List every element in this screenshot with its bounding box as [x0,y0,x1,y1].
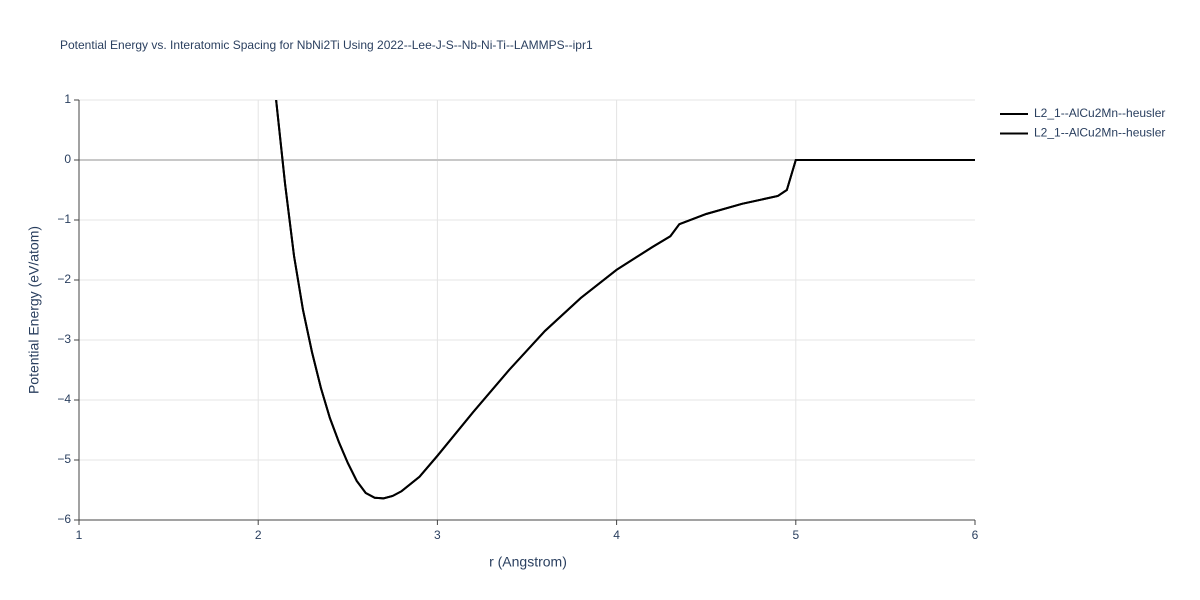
y-axis-label: Potential Energy (eV/atom) [26,226,42,394]
data-line [275,100,975,500]
y-tick-label: −4 [57,392,71,406]
x-tick-label: 1 [76,528,83,542]
y-tick-label: 0 [64,152,71,166]
legend-label: L2_1--AlCu2Mn--heusler [1034,126,1165,140]
x-tick-label: 2 [255,528,262,542]
chart-title: Potential Energy vs. Interatomic Spacing… [60,38,593,52]
y-tick-label: −2 [57,272,71,286]
y-tick-label: 1 [64,92,71,106]
x-tick-label: 4 [613,528,620,542]
x-tick-label: 6 [972,528,979,542]
x-tick-label: 3 [434,528,441,542]
x-tick-label: 5 [792,528,799,542]
y-tick-label: −6 [57,512,71,526]
legend-label: L2_1--AlCu2Mn--heusler [1034,106,1165,120]
y-tick-label: −3 [57,332,71,346]
y-tick-label: −5 [57,452,71,466]
y-tick-label: −1 [57,212,71,226]
x-axis-label: r (Angstrom) [489,554,567,570]
